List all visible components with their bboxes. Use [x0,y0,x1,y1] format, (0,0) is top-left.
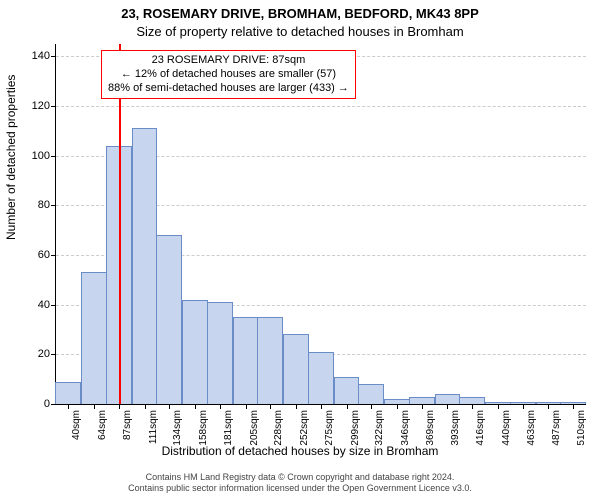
histogram-bar [207,302,233,404]
histogram-bar [257,317,283,404]
histogram-bar [334,377,360,404]
footer-line: Contains public sector information licen… [0,483,600,494]
x-tick [145,404,146,409]
y-tick-label: 100 [32,150,56,162]
x-tick-label: 416sqm [475,410,486,446]
y-tick-label: 40 [38,299,56,311]
histogram-chart: 23, ROSEMARY DRIVE, BROMHAM, BEDFORD, MK… [0,0,600,500]
x-tick [296,404,297,409]
x-tick-label: 134sqm [172,410,183,446]
x-tick [119,404,120,409]
histogram-bar [182,300,208,404]
x-tick [169,404,170,409]
x-tick [397,404,398,409]
x-tick-label: 252sqm [299,410,310,446]
x-tick [548,404,549,409]
callout-box: 23 ROSEMARY DRIVE: 87sqm← 12% of detache… [101,50,356,99]
x-tick-label: 158sqm [198,410,209,446]
callout-line: ← 12% of detached houses are smaller (57… [108,68,349,82]
plot-area: 02040608010012014040sqm64sqm87sqm111sqm1… [55,44,586,405]
y-tick-label: 80 [38,199,56,211]
histogram-bar [283,334,309,404]
histogram-bar [358,384,384,404]
histogram-bar [308,352,334,404]
x-tick-label: 369sqm [425,410,436,446]
x-tick-label: 64sqm [97,410,108,440]
histogram-bar [409,397,435,404]
x-tick-label: 393sqm [450,410,461,446]
gridline [56,106,586,107]
x-tick-label: 275sqm [324,410,335,446]
callout-line: 88% of semi-detached houses are larger (… [108,82,349,96]
y-tick-label: 140 [32,50,56,62]
x-tick [347,404,348,409]
x-tick-label: 322sqm [374,410,385,446]
x-tick [523,404,524,409]
x-tick [472,404,473,409]
y-tick-label: 0 [44,398,56,410]
x-tick-label: 228sqm [273,410,284,446]
x-tick [270,404,271,409]
histogram-bar [55,382,81,404]
x-tick-label: 299sqm [350,410,361,446]
x-tick-label: 510sqm [576,410,587,446]
x-tick-label: 346sqm [400,410,411,446]
x-tick-label: 440sqm [501,410,512,446]
x-tick-label: 40sqm [71,410,82,440]
y-axis-label: Number of detached properties [4,75,18,240]
footer-line: Contains HM Land Registry data © Crown c… [0,472,600,483]
histogram-bar [233,317,259,404]
histogram-bar [132,128,158,404]
histogram-bar [459,397,485,404]
x-tick [68,404,69,409]
histogram-bar [81,272,107,404]
x-tick-label: 463sqm [526,410,537,446]
y-tick-label: 20 [38,348,56,360]
x-axis-label: Distribution of detached houses by size … [0,444,600,458]
histogram-bar [156,235,182,404]
chart-title: 23, ROSEMARY DRIVE, BROMHAM, BEDFORD, MK… [0,6,600,21]
x-tick [573,404,574,409]
x-tick [447,404,448,409]
y-tick-label: 120 [32,100,56,112]
x-tick [246,404,247,409]
x-tick [220,404,221,409]
x-tick [498,404,499,409]
x-tick-label: 205sqm [249,410,260,446]
histogram-bar [435,394,461,404]
x-tick [371,404,372,409]
callout-line: 23 ROSEMARY DRIVE: 87sqm [108,54,349,68]
x-tick-label: 87sqm [122,410,133,440]
x-tick [195,404,196,409]
y-tick-label: 60 [38,249,56,261]
footer-attribution: Contains HM Land Registry data © Crown c… [0,472,600,494]
chart-subtitle: Size of property relative to detached ho… [0,24,600,39]
x-tick [94,404,95,409]
x-tick-label: 181sqm [223,410,234,446]
x-tick-label: 111sqm [148,410,159,444]
x-tick-label: 487sqm [551,410,562,446]
x-tick [422,404,423,409]
x-tick [321,404,322,409]
